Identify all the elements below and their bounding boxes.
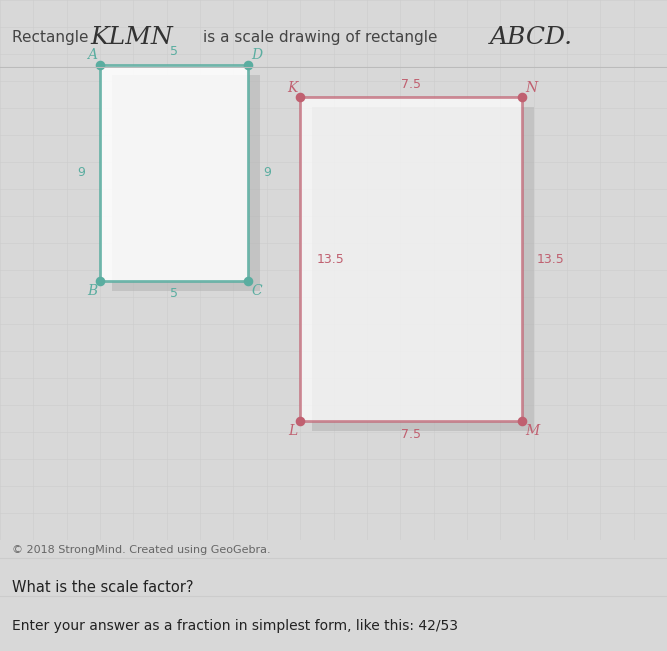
Text: KLMN: KLMN [90,26,173,49]
Text: M: M [526,424,540,438]
Text: N: N [526,81,538,94]
Text: © 2018 StrongMind. Created using GeoGebra.: © 2018 StrongMind. Created using GeoGebr… [12,545,271,555]
Text: L: L [288,424,297,438]
Text: Enter your answer as a fraction in simplest form, like this: 42/53: Enter your answer as a fraction in simpl… [12,619,458,633]
Text: ABCD.: ABCD. [490,26,574,49]
Text: 9: 9 [263,167,271,180]
Point [517,92,528,102]
Point [95,60,105,70]
Text: is a scale drawing of rectangle: is a scale drawing of rectangle [203,30,438,45]
Point [295,416,305,426]
Point [95,276,105,286]
Text: 13.5: 13.5 [317,253,345,266]
Point [517,416,528,426]
Point [295,92,305,102]
Text: 13.5: 13.5 [537,253,565,266]
Point [243,60,253,70]
Text: Rectangle: Rectangle [12,30,93,45]
Text: B: B [87,284,97,298]
Text: K: K [287,81,297,94]
Point [243,276,253,286]
Text: C: C [251,284,262,298]
Text: 7.5: 7.5 [402,428,422,441]
Bar [100,65,248,281]
Text: A: A [87,48,97,62]
Text: 7.5: 7.5 [402,77,422,90]
Bar [300,97,522,421]
Text: What is the scale factor?: What is the scale factor? [12,581,193,596]
Text: D: D [251,48,262,62]
Text: 9: 9 [77,167,85,180]
Bar [112,75,260,291]
Text: 5: 5 [170,288,178,301]
Bar [312,107,534,431]
Text: 5: 5 [170,46,178,59]
